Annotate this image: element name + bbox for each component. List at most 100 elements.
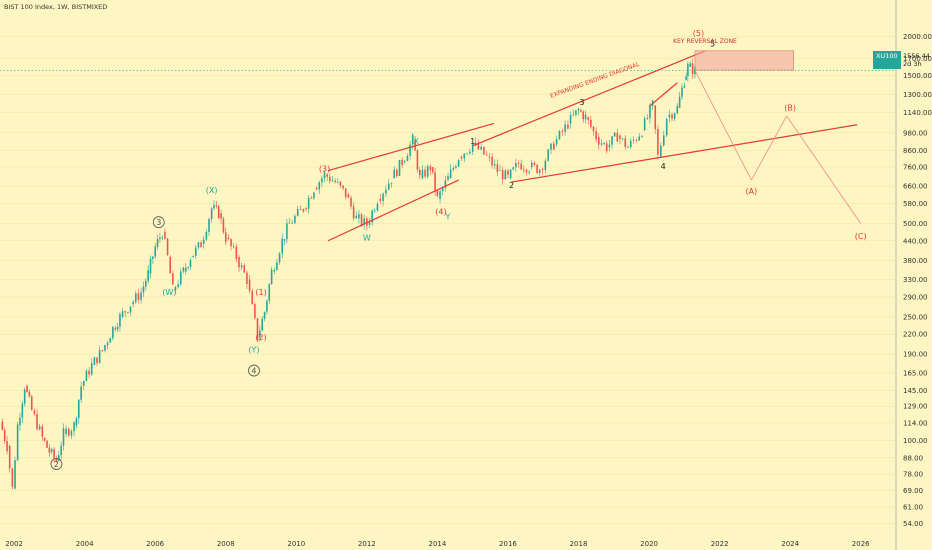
y-tick-label: 145.00 bbox=[903, 387, 928, 395]
candle-body bbox=[657, 129, 659, 155]
candle-body bbox=[387, 183, 390, 190]
candle-body bbox=[254, 304, 256, 319]
candle-body bbox=[499, 170, 501, 171]
candle-body bbox=[555, 139, 558, 145]
candle-body bbox=[53, 449, 55, 458]
candle-body bbox=[544, 160, 547, 171]
candle-body bbox=[447, 175, 449, 181]
candle-body bbox=[598, 136, 600, 145]
candle-body bbox=[184, 267, 187, 272]
y-tick-label: 250.00 bbox=[903, 313, 928, 321]
channel-upper[interactable] bbox=[327, 122, 495, 172]
candle-body bbox=[318, 182, 321, 190]
candle-body bbox=[36, 414, 38, 430]
x-tick-label: 2016 bbox=[499, 540, 517, 548]
candle-body bbox=[273, 270, 276, 272]
candle-body bbox=[401, 159, 403, 166]
candle-body bbox=[189, 260, 192, 268]
candle-body bbox=[525, 169, 528, 173]
y-tick-label: 660.00 bbox=[903, 183, 928, 191]
candle-body bbox=[16, 424, 19, 461]
y-tick-label: 220.00 bbox=[903, 331, 928, 339]
candle-body bbox=[331, 180, 334, 182]
candle-body bbox=[48, 447, 51, 453]
candle-body bbox=[368, 222, 371, 225]
candle-body bbox=[302, 209, 305, 212]
candle-body bbox=[590, 119, 592, 128]
candle-body bbox=[616, 132, 619, 142]
y-tick-label: 129.00 bbox=[903, 403, 928, 411]
x-tick-label: 2006 bbox=[146, 540, 164, 548]
y-tick-label: 165.00 bbox=[903, 370, 928, 378]
candle-body bbox=[104, 345, 106, 351]
candle-body bbox=[406, 155, 409, 162]
wave-label: (5) bbox=[693, 29, 704, 38]
price-badge: XU100 1556.44 2d 3h bbox=[873, 51, 930, 69]
candle-body bbox=[310, 197, 313, 199]
candle-body bbox=[291, 222, 293, 224]
candle-body bbox=[426, 166, 429, 177]
wave-label-circle bbox=[152, 216, 165, 229]
candle-body bbox=[147, 270, 149, 281]
candle-body bbox=[65, 428, 67, 434]
candle-body bbox=[14, 460, 16, 489]
candle-body bbox=[177, 284, 179, 287]
candle-body bbox=[424, 169, 426, 177]
projection-path[interactable] bbox=[786, 115, 862, 224]
candle-body bbox=[643, 118, 646, 131]
candle-body bbox=[205, 231, 208, 240]
candle-body bbox=[307, 197, 310, 209]
candle-body bbox=[676, 105, 679, 114]
candle-body bbox=[662, 135, 665, 146]
candle-body bbox=[569, 114, 572, 124]
candle-body bbox=[98, 350, 101, 363]
candle-body bbox=[533, 162, 536, 165]
candle-body bbox=[691, 63, 694, 75]
candle-body bbox=[379, 198, 382, 201]
y-tick-label: 54.00 bbox=[903, 520, 923, 528]
diagonal-upper[interactable] bbox=[472, 50, 706, 147]
candle-body bbox=[217, 206, 220, 219]
candle-body bbox=[567, 124, 569, 129]
wave-3-5-line[interactable] bbox=[648, 82, 678, 108]
candle-body bbox=[493, 164, 496, 166]
candle-body bbox=[665, 119, 668, 136]
candle-body bbox=[248, 279, 251, 291]
projection-path[interactable] bbox=[751, 115, 787, 181]
diagonal-lower[interactable] bbox=[511, 124, 858, 183]
candle-body bbox=[611, 136, 613, 145]
candle-body bbox=[371, 210, 373, 223]
candle-body bbox=[82, 381, 85, 386]
candle-body bbox=[28, 391, 31, 397]
projection-path[interactable] bbox=[694, 70, 752, 181]
candle-body bbox=[116, 326, 119, 330]
key-reversal-zone[interactable] bbox=[694, 50, 795, 71]
candle-body bbox=[230, 239, 232, 247]
candle-body bbox=[172, 273, 174, 285]
key-zone-label-group: KEY REVERSAL ZONE bbox=[673, 38, 737, 45]
candle-body bbox=[261, 318, 264, 331]
candle-body bbox=[106, 342, 109, 346]
candle-body bbox=[671, 114, 673, 119]
candle-body bbox=[418, 169, 421, 176]
candle-body bbox=[396, 169, 398, 176]
candle-body bbox=[159, 237, 161, 239]
candle-body bbox=[605, 143, 608, 152]
candle-body bbox=[336, 181, 339, 183]
channel-lower[interactable] bbox=[327, 179, 459, 242]
candle-body bbox=[164, 231, 166, 239]
candle-body bbox=[50, 449, 53, 452]
candle-body bbox=[294, 215, 296, 223]
candle-body bbox=[200, 242, 202, 248]
wave-label-circle bbox=[50, 458, 63, 470]
candle-body bbox=[114, 328, 117, 330]
candle-body bbox=[93, 357, 96, 366]
candle-body bbox=[603, 143, 605, 145]
y-tick-label: 88.00 bbox=[903, 454, 923, 462]
candle-body bbox=[619, 135, 621, 139]
candle-body bbox=[547, 149, 549, 161]
candle-body bbox=[673, 113, 676, 119]
candle-body bbox=[213, 205, 215, 209]
